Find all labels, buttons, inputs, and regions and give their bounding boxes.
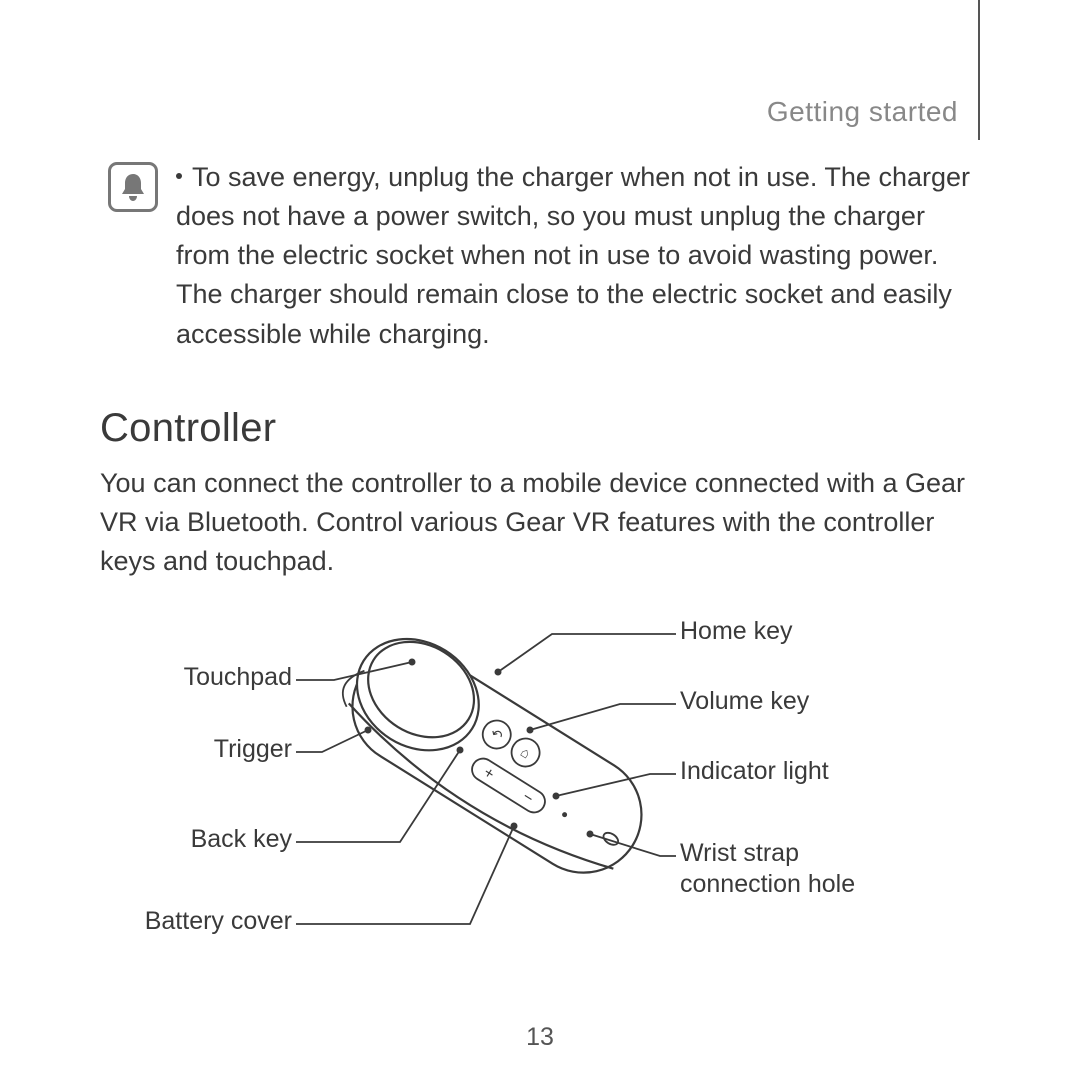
section-body: You can connect the controller to a mobi…: [100, 464, 980, 581]
callout-battery_cover: Battery cover: [145, 906, 292, 937]
controller-diagram: ↶⌂+− Touchpad Trigger Back key Battery cove…: [100, 600, 980, 1000]
bell-icon: [108, 162, 158, 212]
manual-page: Getting started To save energy, unplug t…: [0, 0, 1080, 1080]
callout-home_key: Home key: [680, 616, 793, 647]
callout-trigger: Trigger: [214, 734, 292, 765]
note-text: To save energy, unplug the charger when …: [176, 158, 980, 354]
note-block: To save energy, unplug the charger when …: [108, 158, 980, 354]
callout-touchpad: Touchpad: [184, 662, 292, 693]
callout-volume_key: Volume key: [680, 686, 809, 717]
header-rule: [978, 0, 980, 140]
page-number: 13: [0, 1023, 1080, 1052]
callout-indicator_light: Indicator light: [680, 756, 829, 787]
callout-back_key: Back key: [191, 824, 292, 855]
section-label: Getting started: [767, 96, 958, 128]
section-heading: Controller: [100, 406, 276, 451]
diagram-svg: ↶⌂+−: [100, 600, 980, 1000]
callout-wrist_strap: Wrist strapconnection hole: [680, 838, 855, 901]
note-body: To save energy, unplug the charger when …: [176, 162, 970, 349]
bullet-icon: [176, 173, 182, 179]
